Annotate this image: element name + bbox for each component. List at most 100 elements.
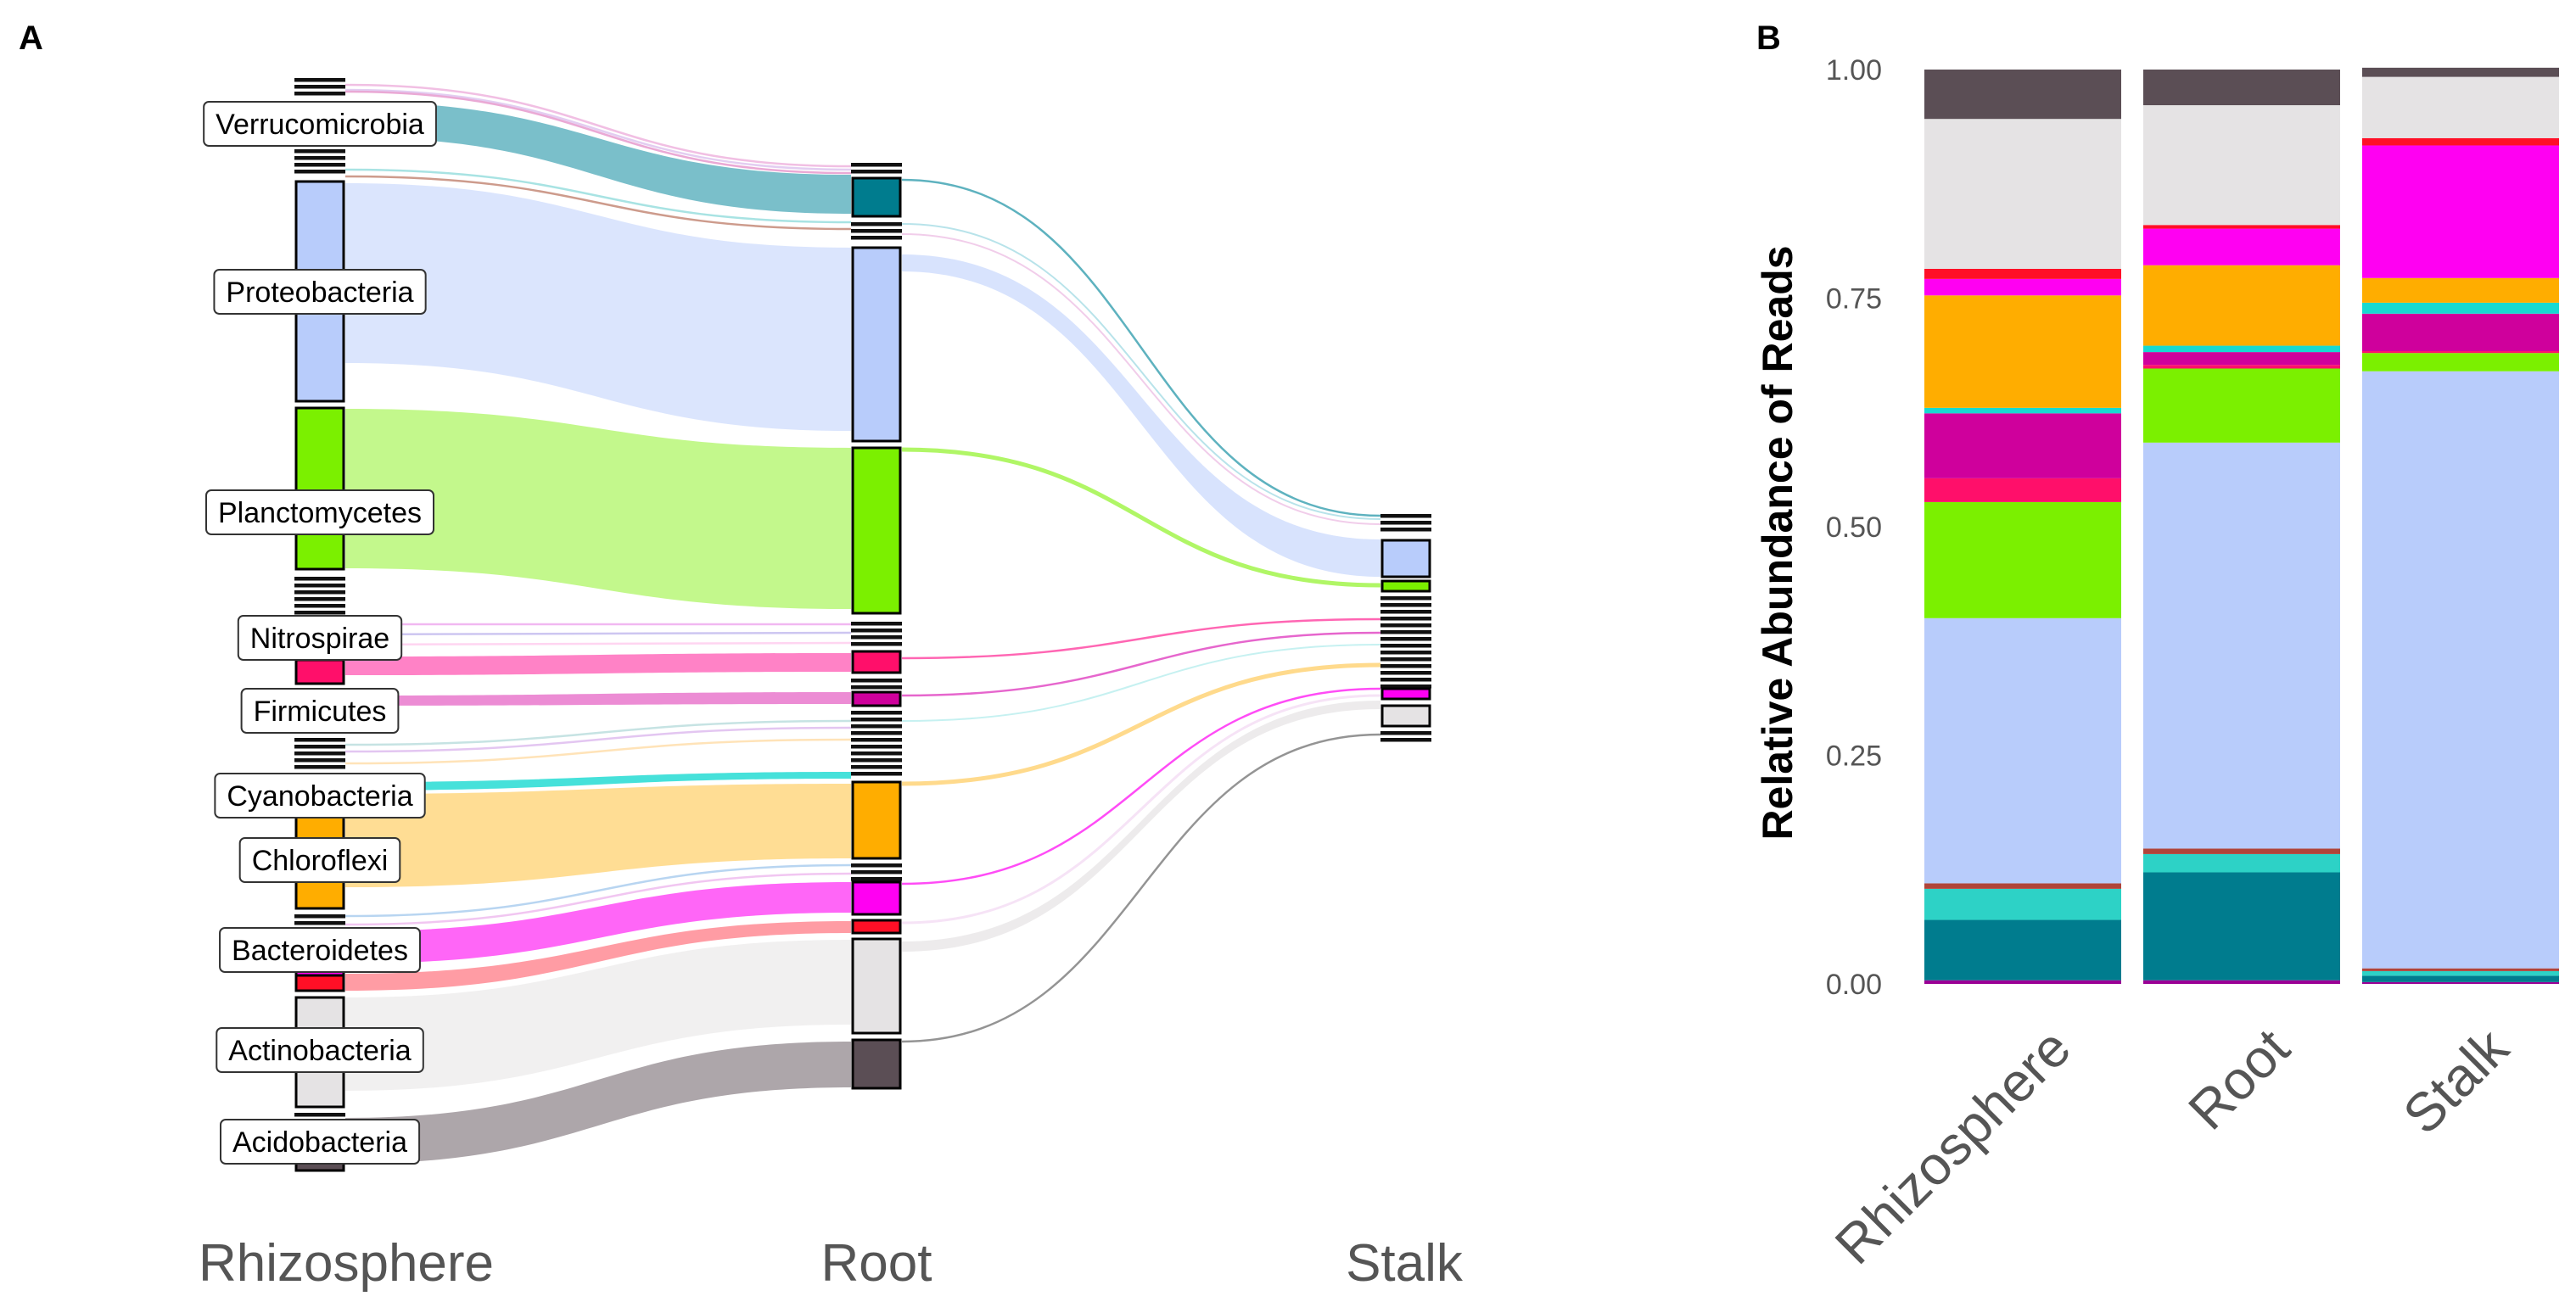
node-chloroflexi [851, 780, 902, 860]
node-minor-band [851, 751, 902, 756]
bar-segment [2143, 105, 2340, 226]
phylum-label-firmicutes: Firmicutes [240, 688, 400, 734]
node-minor-band [1380, 671, 1431, 675]
phylum-label-nitrospirae: Nitrospirae [237, 615, 403, 661]
bar-segment [1924, 278, 2121, 296]
bar-segment [2143, 848, 2340, 854]
flow-minor-thread [344, 738, 852, 765]
node-minor-band [851, 718, 902, 722]
node-minor-band [294, 597, 345, 601]
node-nitrospirae [294, 658, 345, 685]
node-verrucomicrobia [851, 176, 902, 218]
y-axis-ticks: 0.00 0.25 0.50 0.75 1.00 [1826, 54, 1882, 1001]
flow-minor-thread [344, 641, 852, 646]
node-minor-band [851, 772, 902, 776]
bar-segment [1924, 70, 2121, 120]
bar-segment [2362, 353, 2559, 372]
node-minor-band [294, 163, 345, 167]
label-text: Cyanobacteria [227, 780, 412, 813]
node-minor-band [294, 156, 345, 160]
node-minor-band [851, 622, 902, 626]
node-minor-band [851, 724, 902, 729]
node-minor-band [1380, 738, 1431, 742]
node-planctomycetes [1380, 579, 1431, 593]
bar-segment [2362, 67, 2559, 77]
phylum-label-verrucomicrobia: Verrucomicrobia [203, 101, 437, 147]
node-minor-band [851, 738, 902, 742]
node-planctomycetes [851, 446, 902, 615]
label-box [240, 688, 400, 734]
bar-segment [2143, 352, 2340, 366]
bar-segment [1924, 295, 2121, 408]
bar-segment [2362, 277, 2559, 303]
bar-segment [2362, 145, 2559, 278]
node-minor-band [294, 604, 345, 608]
node-minor-band [851, 745, 902, 749]
bar-segment [2143, 228, 2340, 265]
label-text: Firmicutes [254, 696, 387, 728]
x-tick-label-root: Root [2176, 1017, 2301, 1142]
bar-segment [2362, 313, 2559, 352]
bar-segment [2362, 76, 2559, 138]
label-text: Nitrospirae [250, 623, 389, 655]
stacked-bars [1924, 67, 2559, 984]
node-minor-band [294, 590, 345, 595]
bar-segment [2362, 351, 2559, 354]
stage-label-stalk: Stalk [1346, 1234, 1464, 1293]
node-minor-band [1380, 731, 1431, 735]
node-firmicutes [851, 690, 902, 707]
flow-minor-thread [344, 719, 852, 746]
bar-segment [2143, 368, 2340, 443]
label-box [219, 1119, 421, 1165]
node-minor-band [294, 85, 345, 89]
label-text: Verrucomicrobia [216, 109, 424, 141]
flow-verrucomicrobia [345, 102, 851, 214]
node-proteobacteria [851, 246, 902, 443]
node-minor-band [851, 870, 902, 874]
node-minor-band [851, 765, 902, 769]
bar-segment [2362, 302, 2559, 314]
node-minor-band [1380, 651, 1431, 655]
flow-chloroflexi-stalk [901, 662, 1381, 786]
node-minor-band [851, 163, 902, 167]
node-minor-band [1380, 610, 1431, 614]
label-box [237, 615, 403, 661]
node-planctomycetes [294, 406, 345, 571]
bar-segment [2143, 225, 2340, 229]
node-nitrospirae [851, 650, 902, 674]
bar-segment [2362, 137, 2559, 146]
node-proteobacteria [1380, 539, 1431, 578]
node-minor-band [294, 170, 345, 174]
bar-segment [2143, 365, 2340, 369]
bar-segment [2143, 345, 2340, 353]
flow-minor-thread [344, 83, 852, 168]
x-tick-label-rhizosphere: Rhizosphere [1823, 1017, 2082, 1276]
node-minor-band [294, 584, 345, 588]
y-tick-label: 1.00 [1826, 54, 1882, 87]
bar-segment [2362, 968, 2559, 971]
bar-segment [1924, 478, 2121, 502]
node-minor-band [294, 745, 345, 749]
flow-bacteroidetes-stalk [901, 687, 1381, 886]
bar-segment [1924, 269, 2121, 279]
node-minor-band [294, 751, 345, 756]
label-text: Chloroflexi [252, 845, 389, 877]
node-minor-band [1380, 657, 1431, 662]
node-minor-band [851, 629, 902, 633]
node-minor-band [294, 758, 345, 763]
node-minor-band [1380, 603, 1431, 607]
label-text: Acidobacteria [232, 1126, 407, 1159]
flow-actinobacteria-stalk [902, 701, 1380, 952]
x-tick-label-stalk: Stalk [2391, 1016, 2520, 1145]
flow-minor-thread [344, 175, 852, 231]
flow-proteobacteria [345, 183, 851, 431]
node-minor-band [1380, 637, 1431, 641]
node-minor-band [1380, 596, 1431, 601]
flow-planctomycetes [345, 409, 851, 609]
flow-minor-thread [344, 631, 852, 636]
phylum-label-proteobacteria: Proteobacteria [213, 269, 427, 315]
panel-a-letter: A [19, 20, 43, 57]
node-minor-band [294, 1113, 345, 1117]
node-minor-band [851, 642, 902, 646]
